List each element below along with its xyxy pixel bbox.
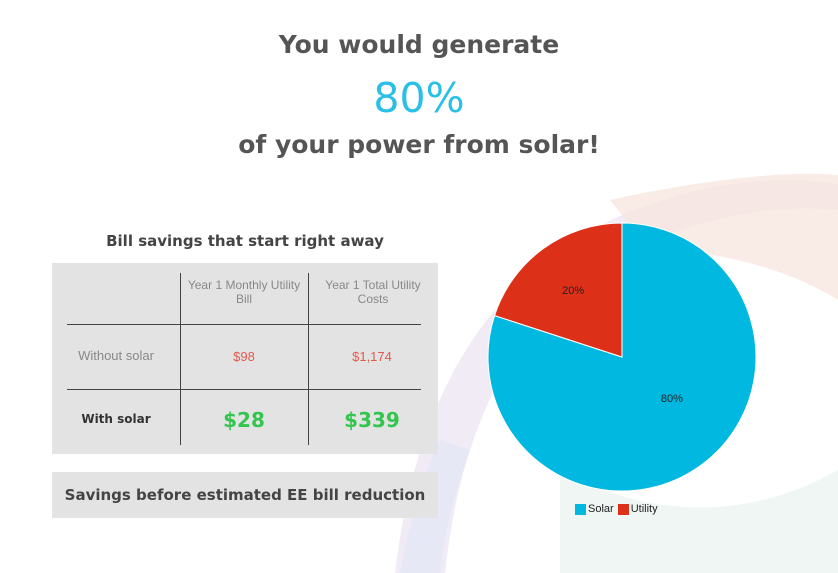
pie-label-utility: 20% — [562, 285, 584, 297]
table-title: Bill savings that start right away — [106, 232, 384, 250]
savings-note: Savings before estimated EE bill reducti… — [52, 472, 438, 518]
column-header-total: Year 1 Total Utility Costs — [325, 278, 421, 306]
with-solar-total: $339 — [344, 408, 400, 432]
legend-label-utility: Utility — [630, 503, 658, 515]
headline-line3: of your power from solar! — [238, 130, 600, 159]
legend-swatch-solar — [575, 503, 586, 515]
without-solar-monthly: $98 — [233, 349, 255, 364]
savings-table: Year 1 Monthly Utility Bill Year 1 Total… — [52, 263, 438, 454]
row-label-without-solar: Without solar — [78, 348, 154, 363]
legend-label-solar: Solar — [588, 503, 614, 515]
chart-legend: Solar Utility — [575, 503, 658, 515]
pie-label-solar: 80% — [661, 393, 683, 405]
with-solar-monthly: $28 — [223, 408, 265, 432]
row-label-with-solar: With solar — [81, 412, 151, 426]
headline-line1: You would generate — [278, 30, 560, 59]
solar-percent: 80% — [373, 74, 465, 122]
column-divider — [180, 273, 181, 445]
without-solar-total: $1,174 — [352, 349, 392, 364]
row-divider — [67, 389, 421, 390]
pie-slice-utility — [493, 222, 623, 358]
column-divider — [308, 273, 309, 445]
legend-swatch-utility — [617, 503, 629, 515]
column-header-monthly: Year 1 Monthly Utility Bill — [187, 278, 301, 306]
row-divider — [67, 324, 421, 325]
